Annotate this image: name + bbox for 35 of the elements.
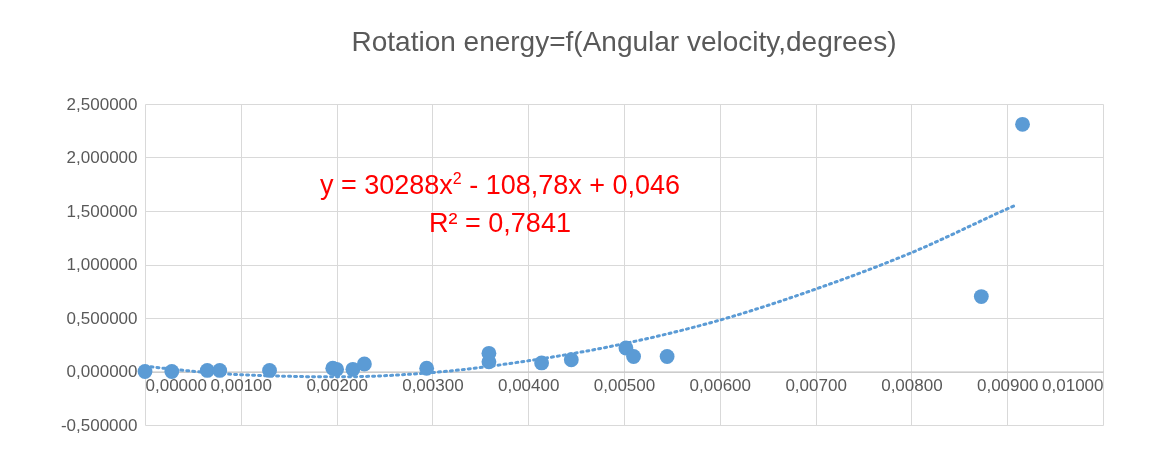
point [137, 364, 153, 379]
y-tick-label: 2,500000 [66, 94, 138, 114]
annotation: y = 30288x$^{2}$ - 108,78x + 0,046 [318, 169, 682, 202]
x-tick-label: 0,00300 [402, 376, 464, 395]
x-tick-label: 0,00800 [881, 376, 943, 395]
x-tick-label: 0,00200 [306, 376, 368, 395]
point [563, 352, 579, 368]
y-tick-label: -0,500000 [60, 415, 138, 435]
point [262, 363, 277, 378]
x-tick-label: 0,00500 [593, 376, 656, 395]
point [212, 363, 228, 378]
point [356, 356, 372, 372]
chart-title: Rotation energy=f(Angular velocity,degrees) [351, 26, 897, 57]
annotation: R² = 0,7841 [428, 207, 572, 240]
point [659, 349, 675, 364]
point [973, 289, 989, 304]
y-tick-label: 2,000000 [66, 148, 138, 167]
point [419, 360, 435, 376]
y-tick-label: 0,500000 [66, 308, 138, 328]
y-tick-label: 1,500000 [66, 201, 138, 221]
point [345, 361, 361, 377]
point [199, 363, 215, 378]
x-tick-label: 0,00700 [785, 376, 847, 395]
point [1015, 116, 1030, 132]
y-tick-label: 0,000000 [66, 362, 138, 381]
point [626, 349, 641, 364]
x-tick-label: 0,00100 [210, 376, 273, 395]
x-tick-label: 0,00000 [145, 376, 207, 395]
point [164, 364, 180, 379]
x-tick-label: 0,01000 [1042, 376, 1104, 395]
y-tick-label: 1,000000 [66, 255, 138, 274]
x-tick-label: 0,00900 [976, 376, 1039, 395]
x-tick-label: 0,00400 [497, 376, 560, 395]
x-tick-label: 0,00600 [689, 376, 752, 395]
point [534, 355, 550, 371]
